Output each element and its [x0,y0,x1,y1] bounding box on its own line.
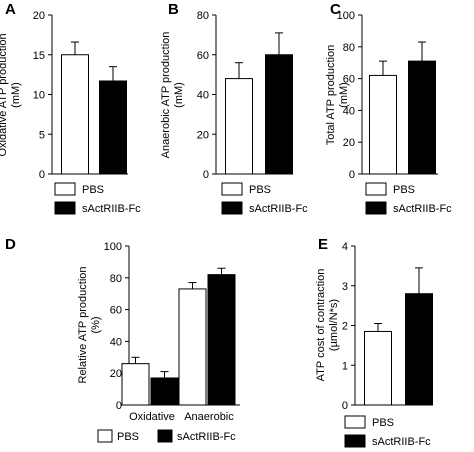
bar-sactriib [405,293,433,406]
legend-swatch-pbs [344,415,366,429]
legend-label-pbs: PBS [117,431,139,443]
legend-swatch-sactriib [54,201,76,215]
y-tick-label: 20 [33,10,45,22]
bar-sactriib [408,60,436,175]
legend-swatch-pbs [54,182,76,196]
legend-swatch-sactriib [344,434,366,448]
panel-letter-e: E [318,236,328,253]
y-tick-label: 40 [110,336,122,348]
y-tick-label: 100 [337,10,355,22]
panel-d: D 0 20 40 60 80 100 Relative ATP production(%) O… [5,236,240,443]
y-axis-label-line: Total ATP production [325,45,337,146]
bar-pbs [369,74,397,175]
y-tick-label: 80 [110,273,122,285]
bar-oxidative-pbs [121,363,150,406]
category-label: Oxidative [129,411,175,423]
legend-label-sactriib: sActRIIB-Fc [372,436,431,448]
bar-pbs [61,54,89,175]
y-tick-label: 0 [203,169,209,181]
y-tick-label: 40 [197,90,209,102]
y-tick-label: 3 [342,281,348,293]
panel-e: E 0 1 2 3 4 ATP cost of contraction(µmol/N*s) P… [315,236,433,448]
category-label: Anaerobic [184,411,234,423]
y-tick-label: 60 [110,305,122,317]
bar-pbs [364,330,392,406]
y-tick-label: 0 [342,400,348,412]
y-tick-label: 10 [33,90,45,102]
y-axis-label: ATP cost of contraction(µmol/N*s) [315,269,340,382]
y-tick-label: 5 [39,129,45,141]
legend-label-sactriib: sActRIIB-Fc [249,203,308,215]
y-tick-label: 20 [110,368,122,380]
y-axis-label: Anaerobic ATP production(mM) [160,32,185,159]
y-tick-label: 15 [33,50,45,62]
y-tick-label: 60 [343,74,355,86]
y-tick-label: 80 [197,10,209,22]
bar-sactriib [99,80,127,175]
y-tick-label: 2 [342,321,348,333]
y-axis-label-line: (µmol/N*s) [328,299,340,351]
y-axis-label-line: Relative ATP production [77,267,89,384]
panel-letter-d: D [5,236,16,253]
legend-swatch-pbs [365,182,387,196]
legend-label-pbs: PBS [82,184,104,196]
y-tick-label: 0 [39,169,45,181]
legend-label-pbs: PBS [393,184,415,196]
y-axis-label: Total ATP production(mM) [325,45,350,146]
panel-letter-a: A [5,1,16,18]
legend-label-pbs: PBS [372,417,394,429]
legend-label-sactriib: sActRIIB-Fc [177,431,236,443]
bar-anaerobic-sactriib [207,274,236,406]
legend-label-sactriib: sActRIIB-Fc [82,203,141,215]
y-axis-label-line: (%) [90,316,102,333]
y-tick-label: 20 [343,137,355,149]
bar-oxidative-sactriib [150,377,179,406]
legend-swatch-sactriib [221,201,243,215]
y-axis-label-line: (mM) [173,82,185,108]
y-axis-label-line: Anaerobic ATP production [160,32,172,159]
y-axis-label: Relative ATP production(%) [77,267,102,384]
y-tick-label: 80 [343,42,355,54]
y-axis-label-line: (mM) [10,82,22,108]
panel-letter-c: C [330,1,341,18]
bar-anaerobic-pbs [178,288,207,406]
y-axis-label-line: ATP cost of contraction [315,269,327,382]
legend-label-sactriib: sActRIIB-Fc [393,203,452,215]
legend-swatch-pbs [97,429,113,443]
y-axis-label-line: (mM) [338,82,350,108]
y-tick-label: 0 [349,169,355,181]
panel-a: A 0 5 10 15 20 Oxidative ATP production(mM) PBS… [0,1,141,215]
panel-letter-b: B [168,1,179,18]
bar-pbs [225,78,253,175]
bar-sactriib [265,54,293,175]
y-tick-label: 60 [197,50,209,62]
legend-label-pbs: PBS [249,184,271,196]
y-tick-label: 1 [342,360,348,372]
y-tick-label: 100 [104,241,122,253]
y-tick-label: 4 [342,241,348,253]
legend-swatch-sactriib [157,429,173,443]
y-axis-label: Oxidative ATP production(mM) [0,33,22,156]
y-axis-label-line: Oxidative ATP production [0,33,9,156]
panel-b: B 0 20 40 60 80 Anaerobic ATP production(mM) PB… [160,1,308,215]
legend-swatch-pbs [221,182,243,196]
y-tick-label: 0 [116,400,122,412]
y-tick-label: 40 [343,105,355,117]
legend-swatch-sactriib [365,201,387,215]
panel-c: C 0 20 40 60 80 100 Total ATP production(mM) PBS… [325,1,452,215]
y-tick-label: 20 [197,129,209,141]
